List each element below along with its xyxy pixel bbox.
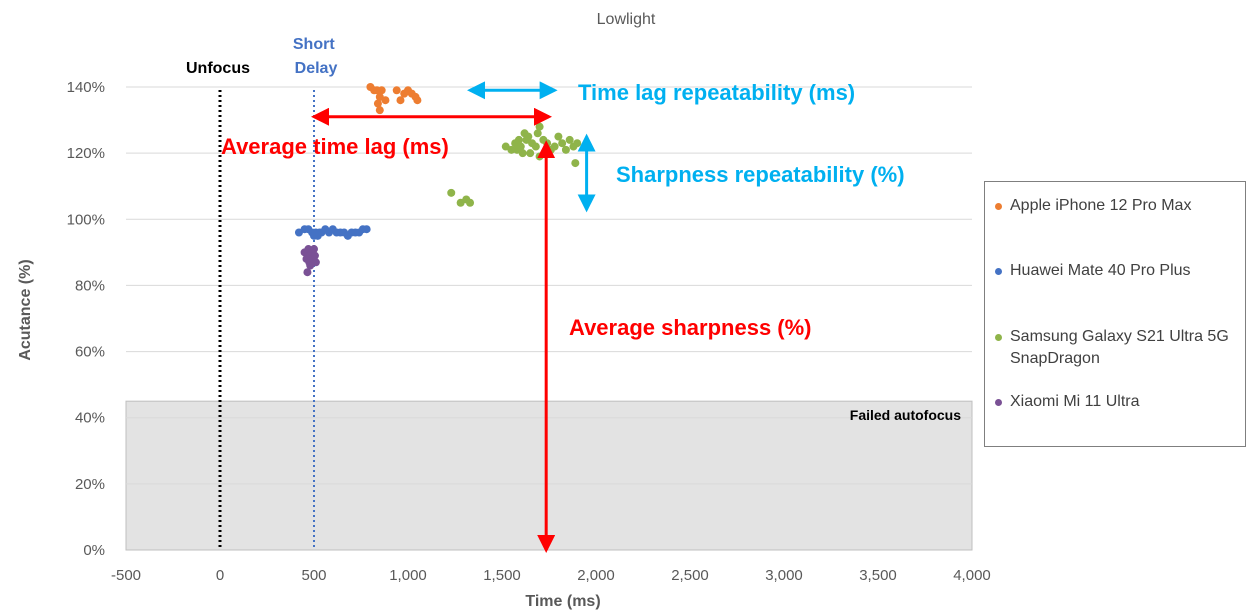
x-tick-label: 0 — [216, 567, 224, 584]
legend-marker-xiaomi — [995, 399, 1002, 406]
data-point — [310, 245, 318, 254]
sharpness-repeatability-label: Sharpness repeatability (%) — [616, 162, 905, 187]
data-point — [571, 159, 580, 168]
short-delay-label: Short Delay — [293, 36, 339, 77]
data-point — [554, 132, 563, 141]
x-tick-label: 500 — [301, 567, 326, 584]
legend-label-samsung: Samsung Galaxy S21 Ultra 5G SnapDragon — [1010, 328, 1229, 367]
legend-label-xiaomi: Xiaomi Mi 11 Ultra — [1010, 393, 1140, 410]
average-sharpness-label: Average sharpness (%) — [569, 315, 812, 340]
data-point — [561, 145, 570, 154]
data-point — [392, 86, 401, 95]
legend-marker-samsung — [995, 334, 1002, 341]
data-point — [507, 145, 516, 154]
y-tick-label: 100% — [67, 211, 105, 228]
y-tick-label: 140% — [67, 79, 105, 96]
data-point — [413, 96, 422, 105]
x-tick-label: 2,000 — [577, 567, 615, 584]
y-tick-label: 120% — [67, 145, 105, 162]
data-point — [396, 96, 405, 105]
data-points — [294, 83, 582, 277]
legend-label-huawei: Huawei Mate 40 Pro Plus — [1010, 262, 1191, 279]
data-point — [531, 142, 540, 151]
data-point — [533, 129, 542, 138]
average-time-lag-label: Average time lag (ms) — [221, 134, 449, 159]
y-tick-label: 60% — [75, 344, 105, 361]
time-lag-repeatability-label: Time lag repeatability (ms) — [578, 80, 855, 105]
x-tick-label: 4,000 — [953, 567, 991, 584]
data-point — [565, 135, 574, 144]
data-point — [303, 268, 312, 277]
legend-item-samsung: Samsung Galaxy S21 Ultra 5G SnapDragon — [995, 326, 1235, 370]
legend-item-xiaomi: Xiaomi Mi 11 Ultra — [995, 391, 1140, 413]
chart-title: Lowlight — [597, 11, 656, 28]
data-point — [514, 135, 523, 144]
y-tick-label: 40% — [75, 410, 105, 427]
data-point — [373, 99, 382, 108]
data-point — [522, 135, 531, 144]
legend-marker-huawei — [995, 268, 1002, 275]
data-point — [377, 86, 386, 95]
x-tick-label: 1,500 — [483, 567, 521, 584]
legend-label-apple: Apple iPhone 12 Pro Max — [1010, 197, 1192, 214]
data-point — [310, 251, 319, 260]
x-tick-label: -500 — [111, 567, 141, 584]
x-tick-label: 3,000 — [765, 567, 803, 584]
legend-item-apple: Apple iPhone 12 Pro Max — [995, 195, 1191, 217]
data-point — [573, 139, 582, 148]
reference-lines — [218, 90, 315, 550]
data-point — [306, 261, 315, 270]
data-point — [466, 198, 475, 207]
data-point — [447, 188, 456, 197]
data-point — [381, 96, 390, 105]
data-point — [513, 145, 522, 154]
x-tick-label: 1,000 — [389, 567, 427, 584]
data-point — [550, 142, 559, 151]
data-point — [315, 228, 324, 237]
x-tick-label: 3,500 — [859, 567, 897, 584]
legend-marker-apple — [995, 203, 1002, 210]
x-tick-labels: -500 0 500 1,000 1,500 2,000 2,500 3,000 3,500 4,… — [111, 567, 991, 584]
y-tick-label: 80% — [75, 277, 105, 294]
legend-item-huawei: Huawei Mate 40 Pro Plus — [995, 260, 1191, 282]
y-tick-label: 0% — [83, 542, 105, 559]
y-tick-labels: 0% 20% 40% 60% 80% 100% 120% 140% — [67, 79, 105, 559]
unfocus-label: Unfocus — [186, 60, 250, 77]
y-tick-label: 20% — [75, 476, 105, 493]
y-axis-title: Acutance (%) — [17, 259, 34, 360]
data-point — [526, 149, 535, 158]
x-axis-title: Time (ms) — [525, 593, 600, 610]
x-tick-label: 2,500 — [671, 567, 709, 584]
failed-autofocus-region — [125, 400, 973, 551]
data-point — [375, 106, 384, 115]
legend: Apple iPhone 12 Pro Max Huawei Mate 40 P… — [984, 181, 1246, 447]
data-point — [535, 152, 544, 161]
annotation-arrows — [311, 81, 596, 553]
data-point — [558, 139, 567, 148]
data-point — [362, 225, 371, 234]
failed-autofocus-label: Failed autofocus — [850, 407, 961, 423]
